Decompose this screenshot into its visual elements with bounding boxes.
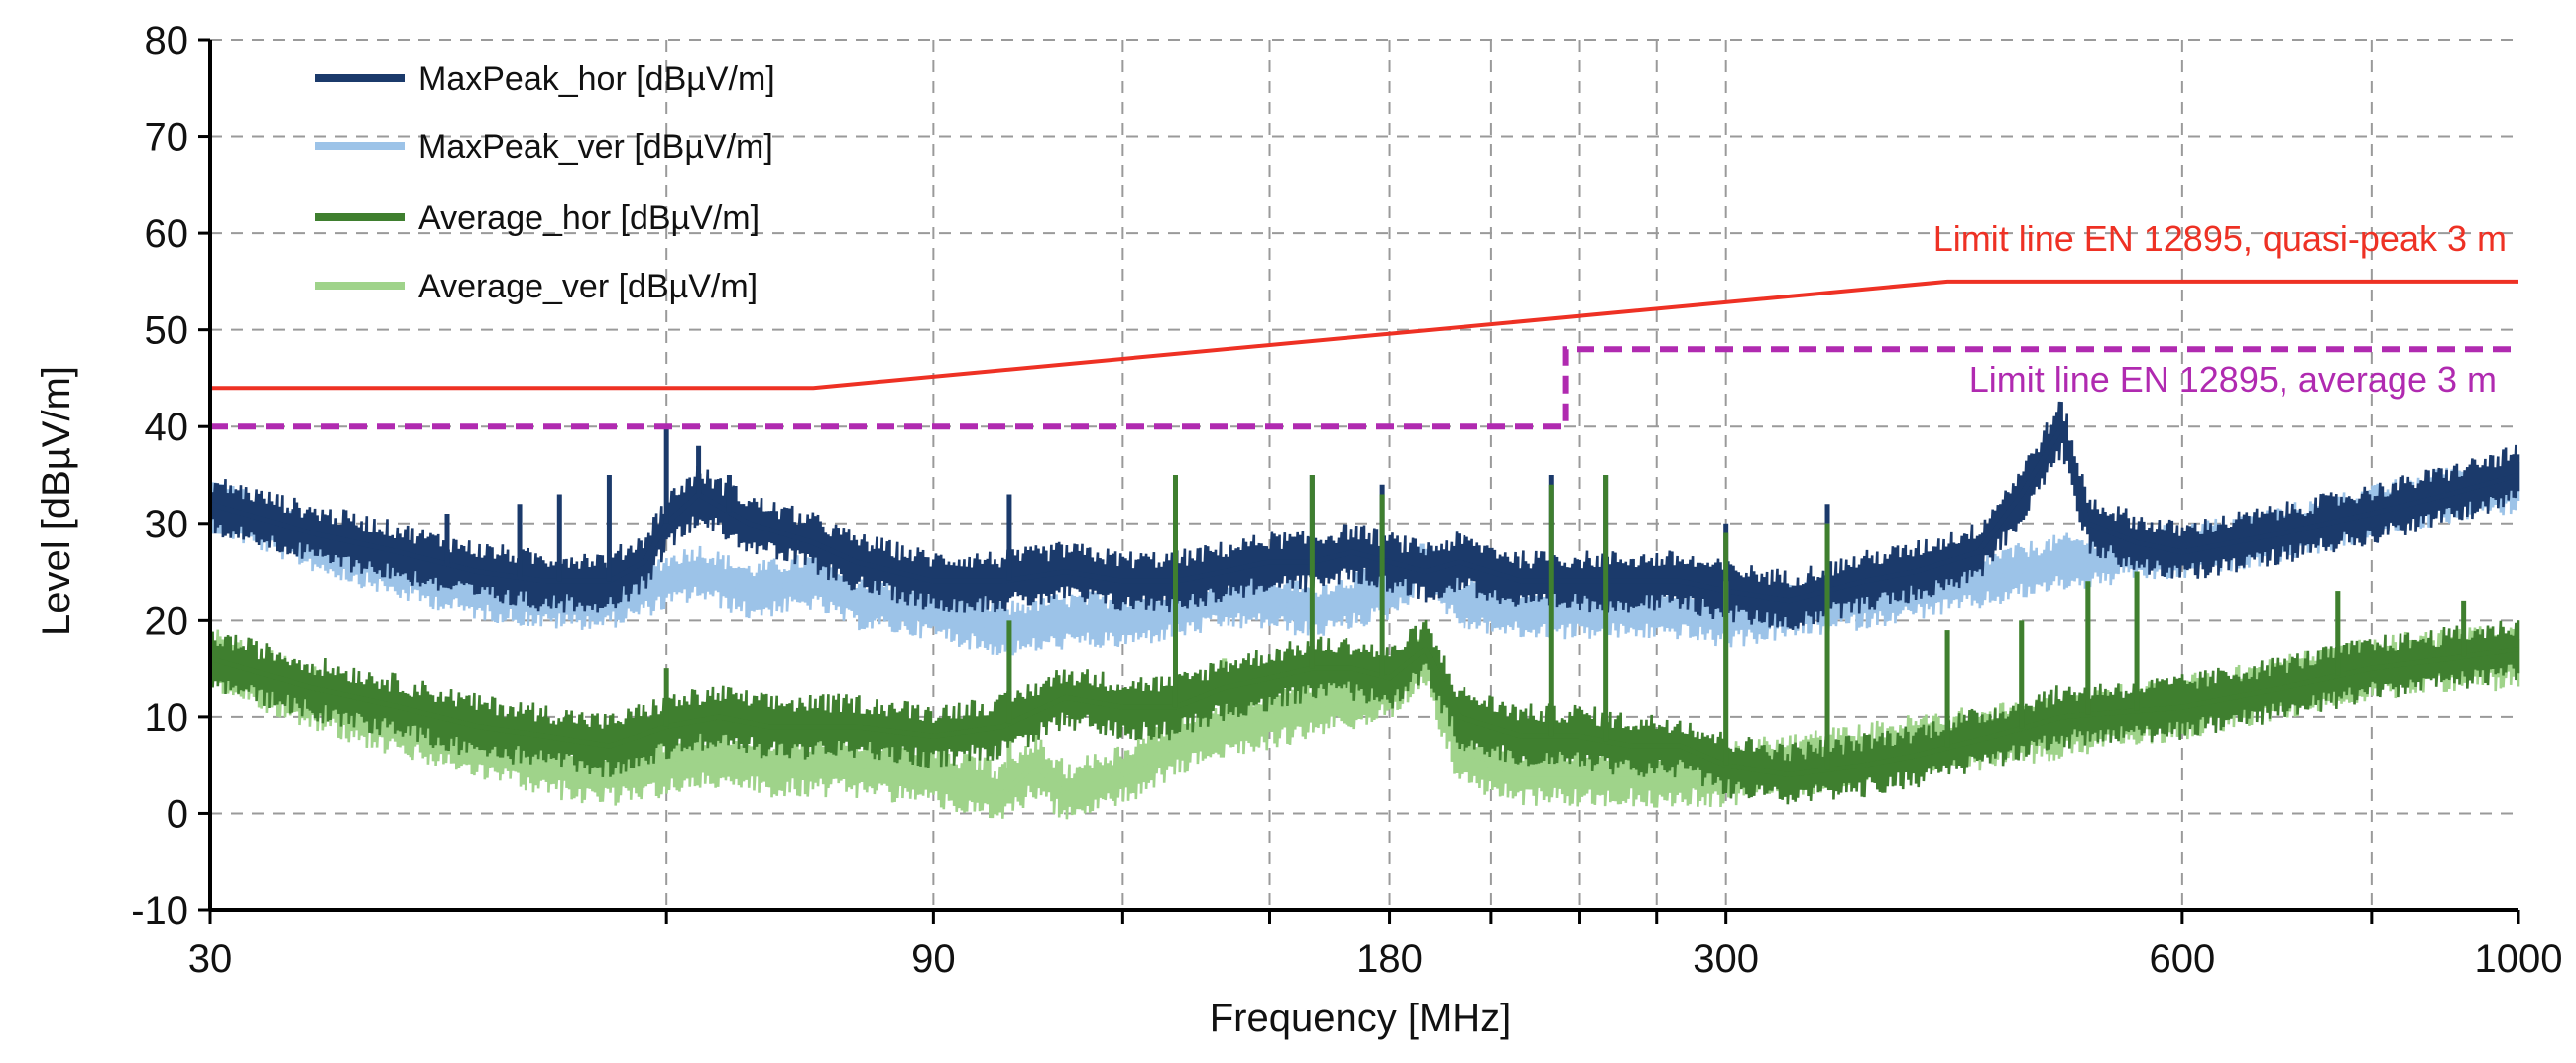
x-tick-label: 600 xyxy=(2149,937,2215,981)
legend: MaxPeak_hor [dBµV/m] MaxPeak_ver [dBµV/m… xyxy=(315,60,775,305)
x-tick-label: 300 xyxy=(1693,937,1759,981)
x-tick-label: 1000 xyxy=(2475,937,2563,981)
limit-lines-layer xyxy=(210,279,2518,430)
series-average_hor xyxy=(208,475,2520,805)
x-tick-label: 90 xyxy=(911,937,956,981)
legend-label-maxpeak-hor: MaxPeak_hor [dBµV/m] xyxy=(418,60,775,98)
y-tick-label: 70 xyxy=(145,116,189,160)
tick-labels: -10 0 10 20 30 40 50 60 70 80 30 90 180 300 600 1000 xyxy=(131,19,2562,981)
axes xyxy=(198,38,2520,924)
y-tick-label: 40 xyxy=(145,406,189,449)
x-axis-title: Frequency [MHz] xyxy=(1210,997,1512,1040)
y-tick-label: 50 xyxy=(145,309,189,353)
x-tick-label: 30 xyxy=(188,937,233,981)
legend-label-maxpeak-ver: MaxPeak_ver [dBµV/m] xyxy=(418,128,773,166)
y-tick-label: 30 xyxy=(145,503,189,546)
limit-label-quasi-peak: Limit line EN 12895, quasi-peak 3 m xyxy=(1933,218,2507,259)
y-tick-label: 0 xyxy=(167,792,188,836)
y-tick-label: 60 xyxy=(145,212,189,256)
y-tick-label: 20 xyxy=(145,599,189,643)
limit-label-average: Limit line EN 12895, average 3 m xyxy=(1969,359,2497,400)
limit-line-limit_qp xyxy=(210,279,2518,391)
legend-label-average-ver: Average_ver [dBµV/m] xyxy=(418,268,758,305)
y-tick-label: 10 xyxy=(145,696,189,740)
y-axis-title: Level [dBµV/m] xyxy=(35,366,78,636)
y-tick-label: -10 xyxy=(131,889,188,933)
y-tick-label: 80 xyxy=(145,19,189,62)
limit-line-limit_avg xyxy=(210,346,2518,430)
x-tick-label: 180 xyxy=(1356,937,1423,981)
series-line-maxpeak_ver xyxy=(209,482,2519,633)
series-band-maxpeak_hor xyxy=(208,401,2520,630)
data-series-layer xyxy=(208,401,2520,820)
series-line-maxpeak_hor xyxy=(209,419,2519,604)
legend-label-average-hor: Average_hor [dBµV/m] xyxy=(418,199,760,237)
